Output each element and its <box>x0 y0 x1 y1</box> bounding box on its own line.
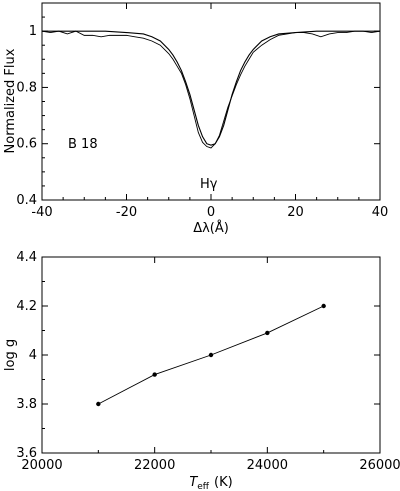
top-plot-frame <box>41 2 381 201</box>
bottom-y-tick-label: 3.8 <box>16 397 37 412</box>
logg-teff-point <box>96 401 101 407</box>
top-x-tick-label: 0 <box>207 205 215 220</box>
logg-teff-point <box>321 303 326 309</box>
x-axis-label-main: T <box>189 475 198 490</box>
x-axis-label-sub: eff <box>197 482 210 491</box>
logg-teff-panel: 20000 22000 24000 26000 3.6 3.8 4 4.2 4.4 Teff (K… <box>3 250 400 491</box>
bottom-x-tick-label: 22000 <box>134 458 175 473</box>
logg-teff-point <box>208 352 214 358</box>
bottom-y-tick-label: 4.4 <box>16 250 37 265</box>
bottom-x-tick-label: 24000 <box>247 458 288 473</box>
bottom-y-tick-label: 4 <box>29 348 37 363</box>
observed-spectrum-line <box>41 30 381 149</box>
top-x-axis-label: Δλ(Å) <box>193 220 229 236</box>
top-x-tick-label: 40 <box>372 205 389 220</box>
logg-teff-point <box>152 372 157 377</box>
top-tick-labels: -40 -20 0 20 40 0.4 0.6 0.8 1 <box>16 24 388 220</box>
top-y-tick-label: 0.4 <box>16 193 37 208</box>
top-y-tick-label: 0.6 <box>16 137 37 152</box>
bottom-tick-labels: 20000 22000 24000 26000 3.6 3.8 4 4.2 4.4 <box>16 250 400 473</box>
line-label: Hγ <box>200 177 218 192</box>
line-profile-panel: -40 -20 0 20 40 0.4 0.6 0.8 1 B 18 Hγ Δλ(Å) Norm… <box>3 2 388 236</box>
bottom-x-tick-label: 26000 <box>359 458 400 473</box>
bottom-y-tick-label: 3.6 <box>16 446 37 461</box>
bottom-y-tick-label: 4.2 <box>16 299 37 314</box>
bottom-series-layer <box>96 303 326 407</box>
top-y-tick-label: 1 <box>29 24 37 39</box>
logg-teff-point <box>265 330 270 336</box>
top-tick-marks <box>41 2 381 201</box>
x-axis-label-unit: (K) <box>214 475 233 490</box>
bottom-tick-marks <box>41 256 381 454</box>
bottom-x-tick-label: 20000 <box>21 458 62 473</box>
top-y-axis-label: Normalized Flux <box>3 48 18 153</box>
top-x-tick-label: -20 <box>116 205 137 220</box>
top-x-tick-label: -40 <box>31 205 52 220</box>
panel-label: B 18 <box>68 137 98 152</box>
top-x-tick-label: 20 <box>287 205 304 220</box>
model-fit-line <box>42 30 380 146</box>
top-series-layer <box>41 30 381 149</box>
bottom-x-axis-label: Teff (K) <box>189 475 232 491</box>
bottom-y-axis-label: log g <box>3 339 18 371</box>
top-y-tick-label: 0.8 <box>16 80 37 95</box>
